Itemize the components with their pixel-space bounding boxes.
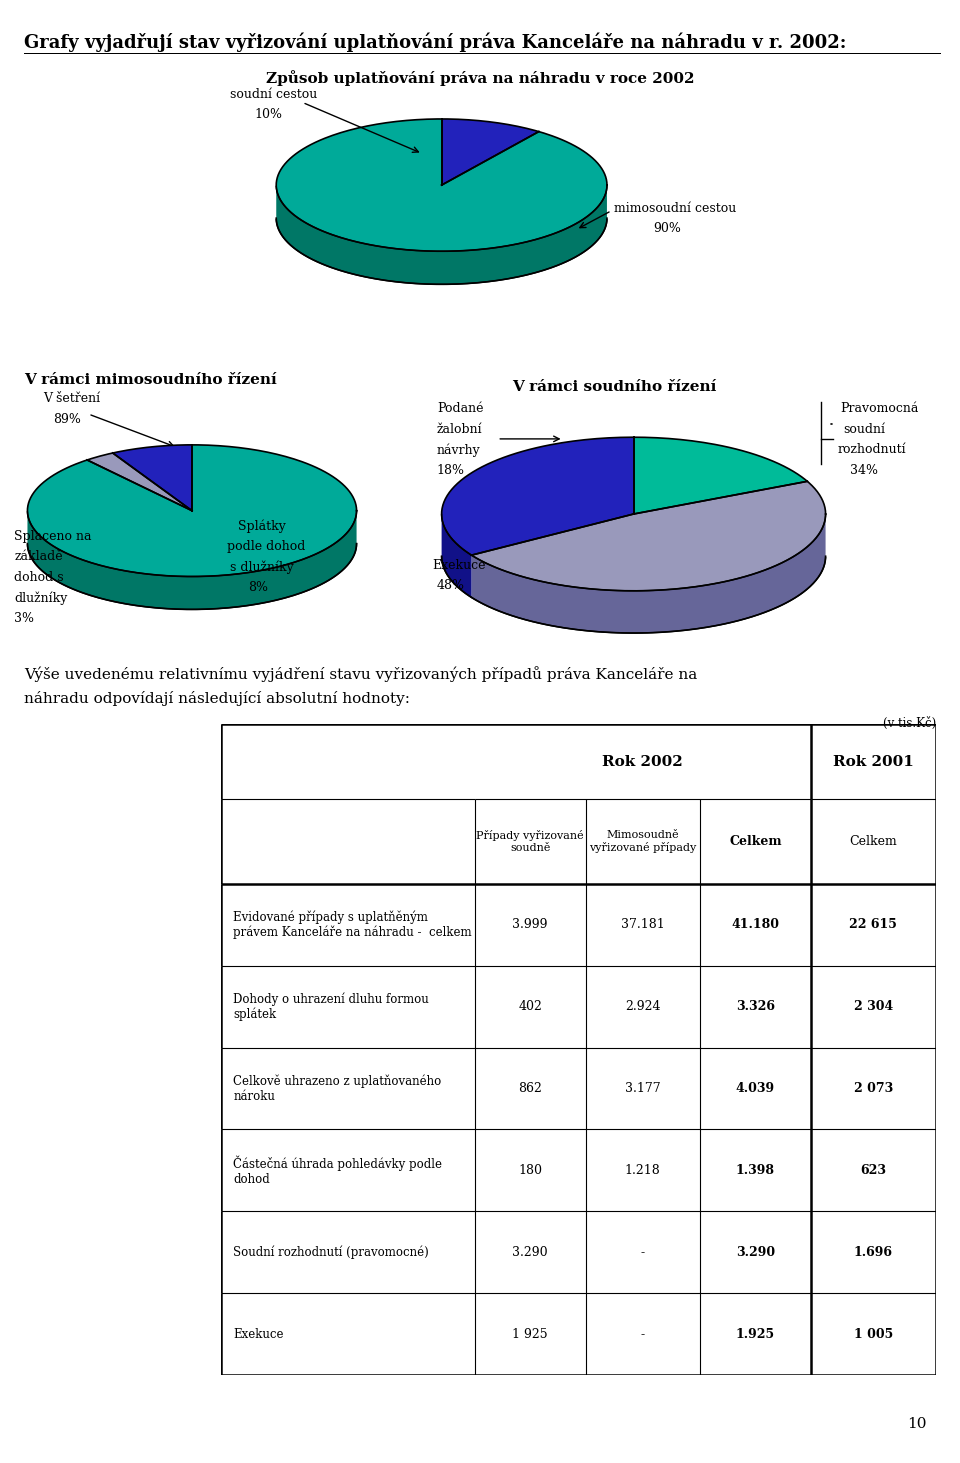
Text: Celkově uhrazeno z uplatňovaného
nároku: Celkově uhrazeno z uplatňovaného nároku	[233, 1074, 442, 1103]
Text: 1.696: 1.696	[854, 1246, 893, 1258]
Polygon shape	[87, 454, 192, 511]
Text: 10%: 10%	[254, 108, 282, 121]
Text: 3.326: 3.326	[736, 1001, 775, 1012]
Text: V rámci mimosoudního řízení: V rámci mimosoudního řízení	[24, 373, 276, 388]
Text: -: -	[640, 1328, 645, 1340]
Text: 1 925: 1 925	[513, 1328, 548, 1340]
Text: Mimosoudně
vyřizované případy: Mimosoudně vyřizované případy	[589, 830, 696, 853]
Text: podle dohod: podle dohod	[227, 540, 305, 553]
Text: dlužníky: dlužníky	[14, 591, 68, 604]
Text: Výše uvedenému relativnímu vyjádření stavu vyřizovaných případů práva Kanceláře : Výše uvedenému relativnímu vyjádření sta…	[24, 666, 697, 682]
Text: Rok 2002: Rok 2002	[602, 755, 684, 768]
Text: Částečná úhrada pohledávky podle
dohod: Částečná úhrada pohledávky podle dohod	[233, 1156, 443, 1185]
Text: dohod s: dohod s	[14, 571, 64, 584]
Text: žalobní: žalobní	[437, 423, 483, 436]
Text: 623: 623	[860, 1165, 886, 1176]
Text: 89%: 89%	[53, 413, 81, 426]
Text: 3.290: 3.290	[513, 1246, 548, 1258]
Text: 2.924: 2.924	[625, 1001, 660, 1012]
Text: Pravomocná: Pravomocná	[840, 402, 919, 415]
Text: -: -	[640, 1246, 645, 1258]
Text: 402: 402	[518, 1001, 542, 1012]
Text: soudní cestou: soudní cestou	[230, 88, 318, 101]
Text: 90%: 90%	[653, 222, 681, 236]
Text: 3.177: 3.177	[625, 1083, 660, 1094]
Polygon shape	[442, 437, 634, 554]
Text: V šetření: V šetření	[43, 392, 101, 405]
Text: Celkem: Celkem	[850, 835, 898, 849]
Polygon shape	[112, 445, 192, 511]
Text: Evidované případy s uplatňěným
právem Kanceláře na náhradu -  celkem: Evidované případy s uplatňěným právem Ka…	[233, 910, 472, 939]
Text: Grafy vyjadřují stav vyřizování uplatňování práva Kanceláře na náhradu v r. 2002: Grafy vyjadřují stav vyřizování uplatňov…	[24, 32, 847, 51]
Polygon shape	[28, 511, 356, 610]
Text: 1.218: 1.218	[625, 1165, 660, 1176]
Text: Exekuce: Exekuce	[432, 559, 486, 572]
Text: 3%: 3%	[14, 612, 35, 625]
Polygon shape	[471, 481, 826, 591]
Text: 18%: 18%	[437, 464, 465, 477]
Text: Exekuce: Exekuce	[233, 1328, 284, 1340]
Text: (v tis.Kč): (v tis.Kč)	[883, 717, 936, 730]
Text: Podané: Podané	[437, 402, 483, 415]
Text: 1 005: 1 005	[853, 1328, 893, 1340]
Text: s dlužníky: s dlužníky	[230, 560, 294, 573]
Polygon shape	[442, 119, 539, 186]
Text: 2 304: 2 304	[853, 1001, 893, 1012]
Text: 8%: 8%	[248, 581, 268, 594]
Text: Soudní rozhodnutí (pravomocné): Soudní rozhodnutí (pravomocné)	[233, 1245, 429, 1260]
Text: 10: 10	[907, 1416, 926, 1431]
Text: Dohody o uhrazení dluhu formou
splátek: Dohody o uhrazení dluhu formou splátek	[233, 992, 429, 1021]
Polygon shape	[276, 119, 607, 252]
Text: 3.290: 3.290	[736, 1246, 775, 1258]
Text: 862: 862	[518, 1083, 542, 1094]
Polygon shape	[634, 437, 807, 514]
Text: 41.180: 41.180	[732, 919, 780, 930]
Text: 37.181: 37.181	[621, 919, 664, 930]
Text: 1.398: 1.398	[736, 1165, 775, 1176]
Text: soudní: soudní	[843, 423, 885, 436]
Text: Splátky: Splátky	[238, 519, 286, 533]
Text: 34%: 34%	[850, 464, 877, 477]
Text: návrhy: návrhy	[437, 443, 481, 456]
Text: 1.925: 1.925	[736, 1328, 775, 1340]
Text: mimosoudní cestou: mimosoudní cestou	[614, 202, 736, 215]
Text: 180: 180	[518, 1165, 542, 1176]
Text: 48%: 48%	[437, 579, 465, 593]
Text: Celkem: Celkem	[729, 835, 781, 849]
Text: rozhodnutí: rozhodnutí	[837, 443, 905, 456]
Polygon shape	[442, 515, 471, 597]
Text: Případy vyřizované
soudně: Případy vyřizované soudně	[476, 830, 584, 853]
Polygon shape	[471, 515, 826, 633]
Text: 22 615: 22 615	[850, 919, 898, 930]
Polygon shape	[276, 186, 607, 284]
Text: základě: základě	[14, 550, 63, 563]
Text: Rok 2001: Rok 2001	[833, 755, 914, 768]
Polygon shape	[28, 445, 356, 576]
Text: náhradu odpovídají následující absolutní hodnoty:: náhradu odpovídají následující absolutní…	[24, 691, 410, 705]
Text: 3.999: 3.999	[513, 919, 548, 930]
Text: 2 073: 2 073	[853, 1083, 893, 1094]
Text: Splaceno na: Splaceno na	[14, 530, 92, 543]
Text: 4.039: 4.039	[736, 1083, 775, 1094]
Text: V rámci soudního řízení: V rámci soudního řízení	[513, 380, 716, 395]
Text: Způsob uplatňování práva na náhradu v roce 2002: Způsob uplatňování práva na náhradu v ro…	[266, 70, 694, 86]
